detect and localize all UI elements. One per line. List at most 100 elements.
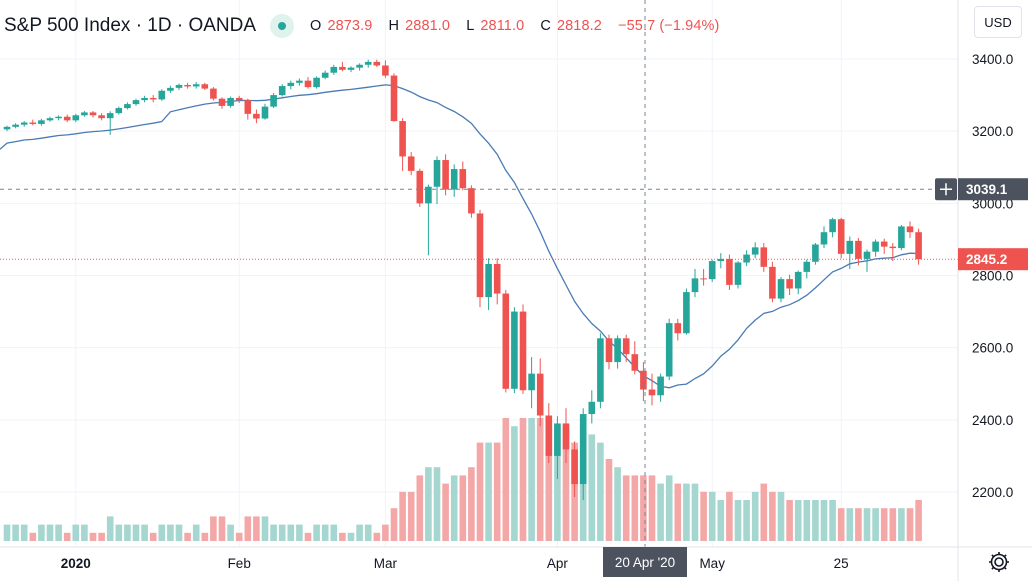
candle bbox=[210, 87, 217, 101]
candle bbox=[846, 236, 854, 270]
candle-body bbox=[20, 122, 28, 125]
volume-bar bbox=[124, 524, 131, 541]
candle-body bbox=[536, 373, 544, 416]
candle-body bbox=[158, 90, 166, 100]
volume-bar bbox=[519, 418, 527, 541]
candle-body bbox=[640, 370, 647, 390]
high-label: H bbox=[388, 18, 400, 34]
volume-bar bbox=[20, 524, 28, 541]
volume-bar bbox=[227, 524, 234, 541]
candle bbox=[562, 408, 570, 464]
candle bbox=[442, 154, 449, 196]
candle-body bbox=[72, 115, 80, 121]
candle bbox=[631, 341, 639, 375]
volume-bar bbox=[751, 491, 759, 541]
volume-bar bbox=[622, 475, 630, 541]
time-axis[interactable]: 2020 Feb Mar Apr May 25 bbox=[61, 556, 849, 571]
close-label: C bbox=[540, 18, 551, 34]
candle-body bbox=[12, 124, 19, 127]
candle-body bbox=[657, 376, 664, 396]
volume-bar bbox=[433, 467, 441, 541]
candle-body bbox=[141, 97, 148, 101]
volume-bar bbox=[640, 475, 647, 541]
candle bbox=[880, 238, 888, 254]
candle-body bbox=[201, 84, 209, 89]
candle-body bbox=[132, 100, 140, 105]
chart-overlay bbox=[0, 0, 958, 547]
candle bbox=[502, 289, 510, 393]
price-tick-label: 3400.0 bbox=[972, 52, 1013, 67]
candle-body bbox=[149, 97, 157, 100]
candle bbox=[863, 249, 871, 272]
candle bbox=[330, 64, 338, 75]
volume-bar bbox=[356, 524, 363, 541]
candle-body bbox=[459, 169, 467, 189]
candle-body bbox=[726, 258, 733, 285]
volume-bar bbox=[536, 418, 544, 541]
symbol-title[interactable]: S&P 500 Index · 1D · OANDA bbox=[4, 15, 257, 36]
volume-bar bbox=[3, 524, 11, 541]
candle-body bbox=[511, 311, 518, 389]
price-tick-label: 2200.0 bbox=[972, 485, 1013, 500]
time-tick-label: 25 bbox=[834, 556, 849, 571]
candle-body bbox=[98, 115, 105, 119]
candle bbox=[20, 121, 28, 127]
candle bbox=[278, 84, 286, 97]
volume-bar bbox=[691, 483, 699, 541]
volume-bar bbox=[915, 500, 922, 541]
candle bbox=[468, 185, 475, 218]
candle bbox=[777, 276, 785, 303]
candle-body bbox=[218, 98, 226, 106]
candle-body bbox=[528, 373, 535, 391]
candle-body bbox=[244, 100, 252, 114]
volume-bar bbox=[511, 426, 518, 541]
candle-body bbox=[614, 338, 621, 363]
volume-bar bbox=[55, 524, 62, 541]
currency-button[interactable]: USD bbox=[974, 6, 1022, 38]
volume-bar bbox=[89, 532, 97, 541]
market-status-icon[interactable] bbox=[270, 14, 295, 38]
candle bbox=[683, 288, 690, 335]
candle-body bbox=[425, 186, 432, 204]
candle bbox=[261, 103, 269, 120]
volume-bar bbox=[872, 508, 879, 541]
volume-bar bbox=[812, 500, 819, 541]
candlestick-series bbox=[3, 59, 922, 500]
volume-bar bbox=[777, 491, 785, 541]
candle bbox=[597, 333, 604, 409]
candle-body bbox=[708, 261, 716, 280]
candle bbox=[648, 373, 656, 406]
low-label: L bbox=[466, 18, 475, 34]
candle bbox=[708, 259, 716, 282]
volume-bar bbox=[347, 532, 355, 541]
candle-body bbox=[545, 415, 553, 456]
volume-bar bbox=[321, 524, 329, 541]
candle-body bbox=[493, 263, 501, 294]
candle-body bbox=[863, 251, 871, 259]
chart-legend: S&P 500 Index · 1D · OANDA O 2873.9 H 2881… bbox=[0, 0, 725, 52]
candle bbox=[201, 82, 209, 91]
volume-bar bbox=[450, 475, 458, 541]
plus-icon-glyph bbox=[940, 183, 952, 196]
volume-bar bbox=[631, 475, 639, 541]
candle-body bbox=[89, 112, 97, 116]
gear-icon[interactable] bbox=[984, 547, 1014, 577]
candle bbox=[657, 373, 664, 402]
candle bbox=[132, 98, 140, 106]
candle-body bbox=[38, 120, 45, 124]
candle-body bbox=[812, 244, 819, 262]
candle-body bbox=[794, 271, 802, 289]
low-value: 2811.0 bbox=[480, 18, 525, 34]
candle-body bbox=[872, 241, 879, 252]
volume-bar bbox=[605, 459, 613, 541]
candle bbox=[829, 217, 836, 238]
candle-body bbox=[751, 247, 759, 255]
candle bbox=[149, 95, 157, 103]
volume-bar bbox=[296, 524, 303, 541]
candle bbox=[889, 243, 897, 262]
candle-body bbox=[321, 72, 329, 78]
volume-bar bbox=[648, 475, 656, 541]
candle-body bbox=[906, 226, 914, 233]
price-axis[interactable]: 3400.03200.03000.02800.02600.02400.02200… bbox=[972, 52, 1013, 500]
